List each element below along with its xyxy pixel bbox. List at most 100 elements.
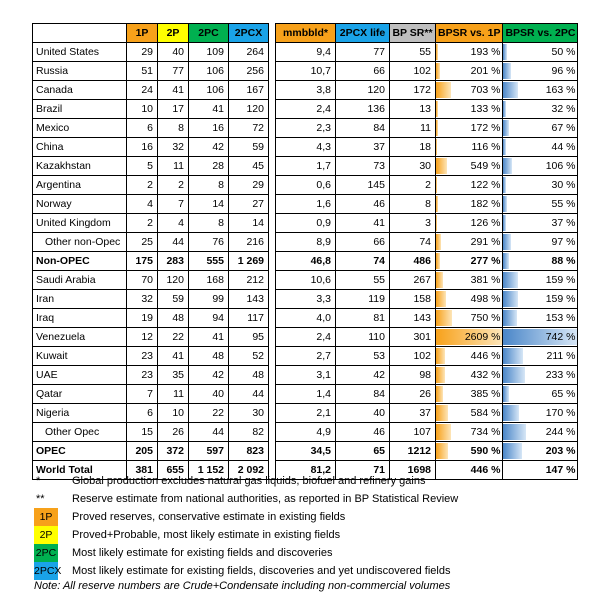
value-bp-sr: 11 bbox=[389, 118, 436, 138]
bar-value-label: 44 % bbox=[551, 140, 576, 153]
table-row: United States 29 40 109 264 9,4 77 55 193 % 50 % bbox=[32, 42, 579, 62]
value-2pcx-life: 41 bbox=[335, 213, 390, 233]
value-2p: 10 bbox=[157, 403, 189, 423]
value-2pc: 1 152 bbox=[188, 460, 229, 480]
value-bpsr-vs-1p: 277 % bbox=[434, 251, 504, 271]
bar-fill-vs-2pc bbox=[503, 82, 519, 98]
value-2pcx: 1 269 bbox=[228, 251, 269, 271]
value-bpsr-vs-2pc: 233 % bbox=[502, 365, 579, 385]
value-2pcx: 2 092 bbox=[228, 460, 269, 480]
gap-cell bbox=[268, 99, 276, 119]
country-cell: Mexico bbox=[32, 118, 127, 138]
bar-value-label: 734 % bbox=[470, 425, 501, 438]
bar-value-label: 153 % bbox=[545, 311, 576, 324]
value-bpsr-vs-1p: 498 % bbox=[434, 289, 504, 309]
value-2pcx-life: 74 bbox=[335, 251, 390, 271]
bar-value-label: 233 % bbox=[545, 368, 576, 381]
bar-fill-vs-1p bbox=[436, 253, 440, 269]
gap-cell bbox=[268, 289, 276, 309]
value-2p: 32 bbox=[157, 137, 189, 157]
bar-value-label: 291 % bbox=[470, 235, 501, 248]
value-2pcx-life: 120 bbox=[335, 80, 390, 100]
bar-fill-vs-2pc bbox=[503, 120, 509, 136]
bar-fill-vs-1p bbox=[436, 424, 452, 440]
value-2pcx-life: 81 bbox=[335, 308, 390, 328]
value-bpsr-vs-2pc: 67 % bbox=[502, 118, 579, 138]
value-2pcx: 212 bbox=[228, 270, 269, 290]
value-bpsr-vs-2pc: 44 % bbox=[502, 137, 579, 157]
value-bp-sr: 267 bbox=[389, 270, 436, 290]
footnote: Note: All reserve numbers are Crude+Cond… bbox=[34, 580, 451, 592]
value-1p: 381 bbox=[126, 460, 158, 480]
value-bpsr-vs-1p: 590 % bbox=[434, 441, 504, 461]
bar-value-label: 122 % bbox=[470, 178, 501, 191]
note-item: 1P Proved reserves, conservative estimate… bbox=[34, 508, 584, 526]
country-cell: Qatar bbox=[32, 384, 127, 404]
value-1p: 2 bbox=[126, 213, 158, 233]
value-bpsr-vs-1p: 432 % bbox=[434, 365, 504, 385]
gap-cell bbox=[268, 308, 276, 328]
legend-swatch: 2PCX bbox=[34, 562, 61, 580]
value-2p: 283 bbox=[157, 251, 189, 271]
gap-cell bbox=[268, 232, 276, 252]
value-2pc: 14 bbox=[188, 194, 229, 214]
bar-value-label: 65 % bbox=[551, 387, 576, 400]
value-mmbbld: 2,7 bbox=[275, 346, 336, 366]
country-cell: Iraq bbox=[32, 308, 127, 328]
value-bpsr-vs-1p: 122 % bbox=[434, 175, 504, 195]
value-1p: 4 bbox=[126, 194, 158, 214]
value-bp-sr: 74 bbox=[389, 232, 436, 252]
bar-fill-vs-2pc bbox=[503, 424, 527, 440]
value-bpsr-vs-2pc: 37 % bbox=[502, 213, 579, 233]
value-2pc: 42 bbox=[188, 137, 229, 157]
bar-value-label: 201 % bbox=[470, 64, 501, 77]
bar-fill-vs-1p bbox=[436, 177, 438, 193]
table-row: China 16 32 42 59 4,3 37 18 116 % 44 % bbox=[32, 137, 579, 157]
value-1p: 29 bbox=[126, 42, 158, 62]
table-row: Nigeria 6 10 22 30 2,1 40 37 584 % 170 % bbox=[32, 403, 579, 423]
gap-cell bbox=[268, 403, 276, 423]
value-bpsr-vs-1p: 446 % bbox=[434, 346, 504, 366]
country-cell: Kuwait bbox=[32, 346, 127, 366]
value-1p: 5 bbox=[126, 156, 158, 176]
value-2pcx-life: 77 bbox=[335, 42, 390, 62]
bar-value-label: 67 % bbox=[551, 121, 576, 134]
table-row: Iraq 19 48 94 117 4,0 81 143 750 % 153 % bbox=[32, 308, 579, 328]
country-cell: Non-OPEC bbox=[32, 251, 127, 271]
value-mmbbld: 1,7 bbox=[275, 156, 336, 176]
value-bp-sr: 55 bbox=[389, 42, 436, 62]
bar-value-label: 147 % bbox=[545, 463, 576, 476]
value-2pcx-life: 66 bbox=[335, 61, 390, 81]
note-item: 2P Proved+Probable, most likely estimate … bbox=[34, 526, 584, 544]
value-2pcx-life: 37 bbox=[335, 137, 390, 157]
value-bpsr-vs-2pc: 159 % bbox=[502, 289, 579, 309]
value-1p: 19 bbox=[126, 308, 158, 328]
bar-value-label: 750 % bbox=[470, 311, 501, 324]
country-cell: Other non-Opec bbox=[32, 232, 127, 252]
country-cell: UAE bbox=[32, 365, 127, 385]
value-2pc: 8 bbox=[188, 175, 229, 195]
value-bpsr-vs-2pc: 153 % bbox=[502, 308, 579, 328]
value-bpsr-vs-1p: 182 % bbox=[434, 194, 504, 214]
value-bp-sr: 143 bbox=[389, 308, 436, 328]
table-row: OPEC 205 372 597 823 34,5 65 1212 590 % 203 % bbox=[32, 441, 579, 461]
bar-fill-vs-2pc bbox=[503, 44, 508, 60]
value-2pc: 94 bbox=[188, 308, 229, 328]
value-bpsr-vs-2pc: 244 % bbox=[502, 422, 579, 442]
bar-value-label: 170 % bbox=[545, 406, 576, 419]
gap-cell bbox=[268, 441, 276, 461]
country-cell: World Total bbox=[32, 460, 127, 480]
value-2pcx-life: 65 bbox=[335, 441, 390, 461]
value-1p: 25 bbox=[126, 232, 158, 252]
value-mmbbld: 2,4 bbox=[275, 99, 336, 119]
value-2pcx: 823 bbox=[228, 441, 269, 461]
value-bp-sr: 102 bbox=[389, 346, 436, 366]
bar-value-label: 182 % bbox=[470, 197, 501, 210]
bar-fill-vs-1p bbox=[436, 291, 446, 307]
country-cell: OPEC bbox=[32, 441, 127, 461]
header-2p: 2P bbox=[157, 23, 189, 43]
table-row: Non-OPEC 175 283 555 1 269 46,8 74 486 277 % 88 % bbox=[32, 251, 579, 271]
value-1p: 2 bbox=[126, 175, 158, 195]
value-bpsr-vs-1p: 734 % bbox=[434, 422, 504, 442]
value-1p: 32 bbox=[126, 289, 158, 309]
